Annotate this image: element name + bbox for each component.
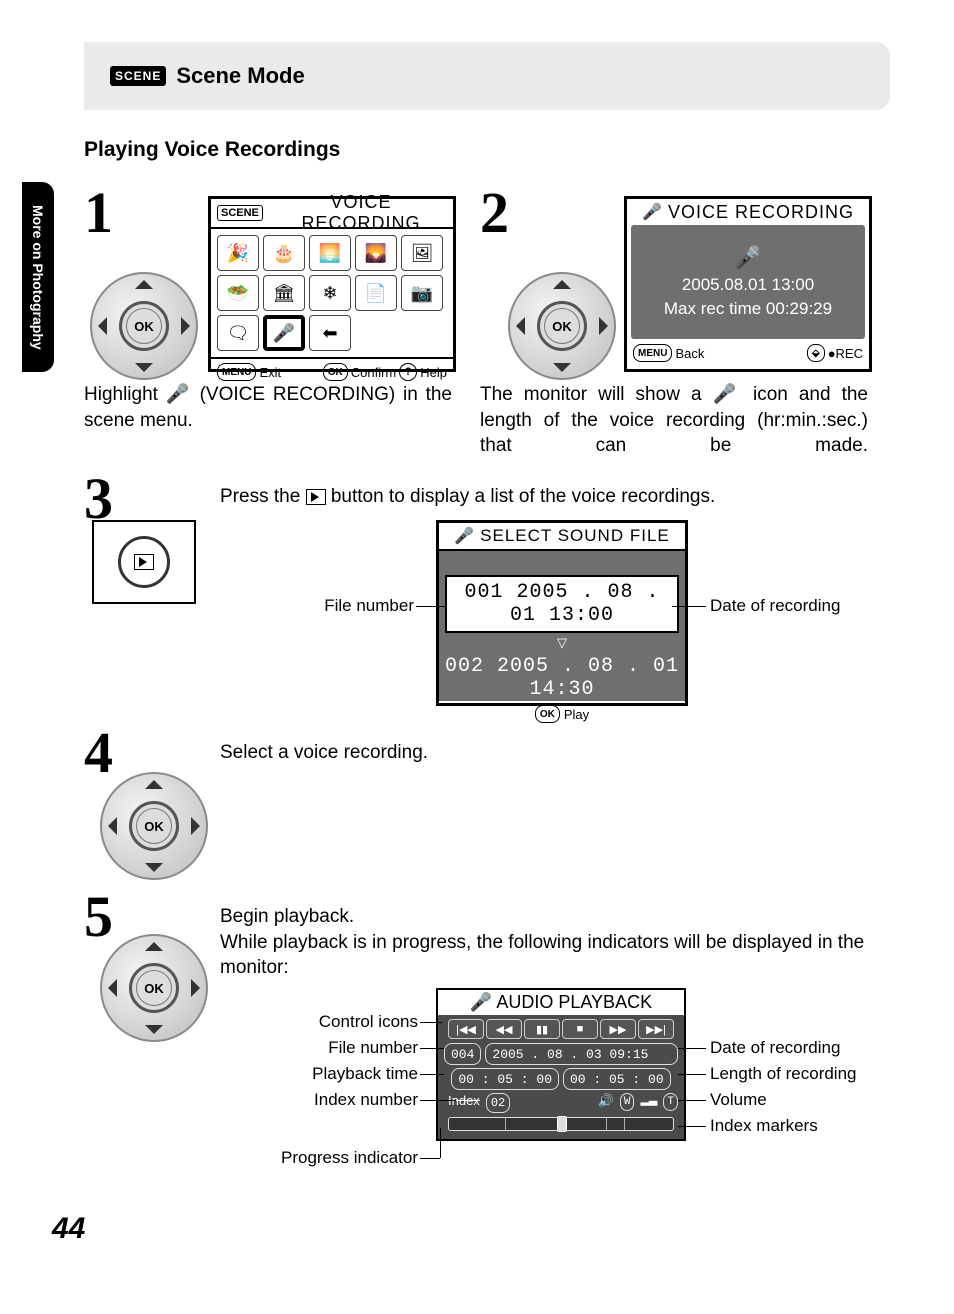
callout-control-icons: Control icons [222, 1012, 418, 1032]
header-tab: SCENE Scene Mode [84, 42, 890, 110]
scene-icon: 📷 [401, 275, 443, 311]
step2-screen-title: VOICE RECORDING [668, 202, 854, 223]
mic-icon: 🎤 [642, 202, 662, 222]
scene-badge: SCENE [110, 66, 166, 86]
shutter-icon: ⬙ [807, 344, 825, 362]
scene-icon: 🎂 [263, 235, 305, 271]
play-icon [134, 554, 154, 570]
callout-file-number: File number [240, 596, 414, 616]
step2-caption: The monitor will show a 🎤 icon and the l… [480, 382, 868, 459]
side-tab: More on Photography [22, 182, 54, 372]
menu-pill: MENU [633, 344, 672, 362]
callout-index-markers: Index markers [710, 1116, 818, 1136]
scene-icon: 🗨 [217, 315, 259, 351]
scene-icon: 🖼 [401, 235, 443, 271]
callout-date-of-recording: Date of recording [710, 596, 840, 616]
callout-date-of-recording: Date of recording [710, 1038, 840, 1058]
index-number-chip: 02 [486, 1093, 510, 1113]
scene-icon: 🌄 [355, 235, 397, 271]
exit-label: Exit [259, 365, 281, 380]
scene-small-badge: SCENE [217, 205, 263, 221]
step2-maxrec: Max rec time 00:29:29 [664, 299, 832, 319]
confirm-label: Confirm [351, 365, 397, 380]
mic-icon: 🎤 [454, 526, 474, 546]
skip-back-icon: |◀◀ [448, 1019, 484, 1039]
dpad-step2: OK [508, 272, 616, 380]
dpad-step4: OK [100, 772, 208, 880]
rec-label: ●REC [828, 346, 863, 361]
help-icon: ? [399, 363, 417, 381]
play-icon [306, 489, 326, 505]
page-number: 44 [52, 1212, 85, 1246]
callout-index-number: Index number [222, 1090, 418, 1110]
ok-button-glyph: OK [544, 308, 580, 344]
mic-icon: 🎤 [166, 384, 192, 405]
scene-icon: ⬅ [309, 315, 351, 351]
scene-icon: 🥗 [217, 275, 259, 311]
forward-icon: ▶▶ [600, 1019, 636, 1039]
total-chip: 00 : 05 : 00 [563, 1068, 671, 1090]
scene-icon: ❄ [309, 275, 351, 311]
progress-bar [448, 1117, 674, 1131]
mic-icon: 🎤 [734, 245, 761, 271]
section-title: Playing Voice Recordings [84, 138, 340, 162]
step3-screen: 🎤 SELECT SOUND FILE 001 2005 . 08 . 01 1… [436, 520, 688, 706]
speaker-icon: 🔊 [598, 1093, 614, 1113]
ok-button-glyph: OK [136, 970, 172, 1006]
datetime-chip: 2005 . 08 . 03 09:15 [485, 1043, 678, 1065]
callout-progress: Progress indicator [192, 1148, 418, 1168]
callout-volume: Volume [710, 1090, 767, 1110]
step5-caption: Begin playback. While playback is in pro… [220, 904, 868, 981]
step3-screen-title: SELECT SOUND FILE [480, 526, 670, 546]
step2-screen: 🎤 VOICE RECORDING 🎤 2005.08.01 13:00 Max… [624, 196, 872, 372]
elapsed-chip: 00 : 05 : 00 [451, 1068, 559, 1090]
pause-icon: ▮▮ [524, 1019, 560, 1039]
step-1-number: 1 [84, 184, 113, 242]
step4-caption: Select a voice recording. [220, 740, 428, 766]
scene-icon: 🌅 [309, 235, 351, 271]
callout-length: Length of recording [710, 1064, 857, 1084]
callout-playback-time: Playback time [222, 1064, 418, 1084]
step5-screen-title: AUDIO PLAYBACK [496, 992, 652, 1012]
scene-icon: 📄 [355, 275, 397, 311]
dpad-step5: OK [100, 934, 208, 1042]
vol-w: W [620, 1093, 635, 1111]
ok-pill: OK [535, 705, 560, 723]
rewind-icon: ◀◀ [486, 1019, 522, 1039]
scene-grid: 🎉 🎂 🌅 🌄 🖼 🥗 🏛 ❄ 📄 📷 🗨 🎤 ⬅ [211, 229, 453, 357]
menu-pill: MENU [217, 363, 256, 381]
dpad-step1: OK [90, 272, 198, 380]
mic-icon: 🎤 [263, 315, 305, 351]
play-label: Play [564, 707, 589, 722]
playback-controls: |◀◀ ◀◀ ▮▮ ■ ▶▶ ▶▶| [444, 1019, 678, 1039]
vol-t: T [663, 1093, 678, 1111]
camera-back-icon [92, 520, 196, 604]
scene-icon: 🎉 [217, 235, 259, 271]
step5-screen: 🎤 AUDIO PLAYBACK |◀◀ ◀◀ ▮▮ ■ ▶▶ ▶▶| 004 … [436, 988, 686, 1141]
stop-icon: ■ [562, 1019, 598, 1039]
callout-file-number: File number [222, 1038, 418, 1058]
chevron-down-icon: ▽ [439, 635, 685, 651]
file-row: 002 2005 . 08 . 01 14:30 [439, 651, 685, 705]
index-label: Index [448, 1093, 480, 1113]
step1-caption: Highlight 🎤 (VOICE RECORDING) in the sce… [84, 382, 452, 433]
skip-fwd-icon: ▶▶| [638, 1019, 674, 1039]
step2-datetime: 2005.08.01 13:00 [682, 275, 814, 295]
step3-caption: Press the button to display a list of th… [220, 484, 860, 510]
help-label: Help [420, 365, 447, 380]
step-2-number: 2 [480, 184, 509, 242]
file-row-selected: 001 2005 . 08 . 01 13:00 [445, 575, 679, 633]
manual-page: SCENE Scene Mode More on Photography Pla… [0, 0, 954, 1314]
ok-pill: OK [323, 363, 348, 381]
step1-screen-title: VOICE RECORDING [269, 192, 453, 234]
header-title: Scene Mode [176, 63, 304, 89]
ok-button-glyph: OK [126, 308, 162, 344]
scene-icon: 🏛 [263, 275, 305, 311]
back-label: Back [675, 346, 704, 361]
step1-screen: SCENE VOICE RECORDING 🎉 🎂 🌅 🌄 🖼 🥗 🏛 ❄ 📄 … [208, 196, 456, 372]
mic-icon: 🎤 [470, 992, 492, 1012]
file-number-chip: 004 [444, 1043, 481, 1065]
ok-button-glyph: OK [136, 808, 172, 844]
